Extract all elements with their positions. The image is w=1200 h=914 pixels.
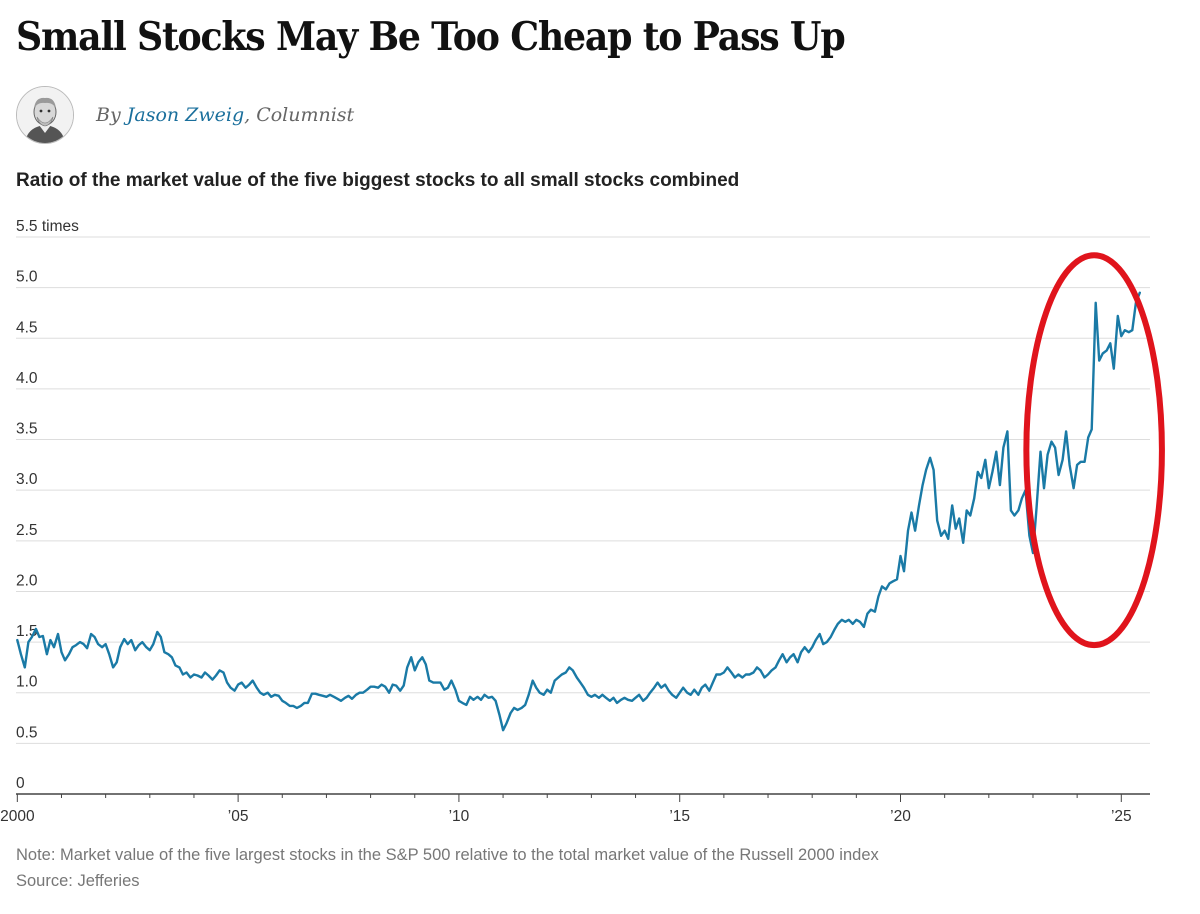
y-tick-label: 1.0 bbox=[16, 674, 38, 691]
byline: By Jason Zweig, Columnist bbox=[16, 86, 354, 144]
chart-gridlines bbox=[16, 236, 1150, 744]
y-tick-label: 2.0 bbox=[16, 572, 38, 589]
highlight-ellipse bbox=[1023, 252, 1165, 649]
author-link[interactable]: Jason Zweig bbox=[126, 104, 245, 126]
x-tick-label: ’20 bbox=[890, 808, 911, 825]
y-tick-label: 3.0 bbox=[16, 471, 38, 488]
series-line bbox=[16, 291, 1141, 732]
chart-series bbox=[16, 291, 1141, 732]
chart-note: Note: Market value of the five largest s… bbox=[16, 846, 879, 864]
chart-source: Source: Jefferies bbox=[16, 872, 140, 890]
y-tick-label: 3.5 bbox=[16, 421, 38, 438]
y-tick-label: 2.5 bbox=[16, 522, 38, 539]
line-chart: 5.5 times5.04.54.03.53.02.52.01.51.00.50… bbox=[0, 218, 1165, 825]
y-tick-label: 4.5 bbox=[16, 319, 38, 336]
author-role: , Columnist bbox=[244, 104, 355, 126]
author-portrait-icon bbox=[17, 87, 73, 143]
byline-text: By Jason Zweig, Columnist bbox=[96, 104, 354, 126]
y-tick-label: 5.0 bbox=[16, 269, 38, 286]
author-avatar[interactable] bbox=[16, 86, 74, 144]
byline-prefix: By bbox=[96, 104, 121, 126]
x-tick-label: ’15 bbox=[669, 808, 690, 825]
y-tick-label: 4.0 bbox=[16, 370, 38, 387]
x-tick-label: ’25 bbox=[1111, 808, 1132, 825]
y-tick-label: 0 bbox=[16, 775, 25, 792]
x-tick-label: 2000 bbox=[0, 808, 35, 825]
y-tick-label: 0.5 bbox=[16, 724, 38, 741]
x-tick-label: ’10 bbox=[449, 808, 470, 825]
chart-title: Ratio of the market value of the five bi… bbox=[16, 170, 740, 191]
page-title: Small Stocks May Be Too Cheap to Pass Up bbox=[16, 14, 846, 60]
chart-annotations bbox=[1023, 252, 1165, 649]
y-tick-label: 5.5 times bbox=[16, 218, 79, 235]
x-tick-label: ’05 bbox=[228, 808, 249, 825]
x-axis: 2000 ’05 ’10 ’15 ’20 ’25 bbox=[0, 793, 1150, 825]
